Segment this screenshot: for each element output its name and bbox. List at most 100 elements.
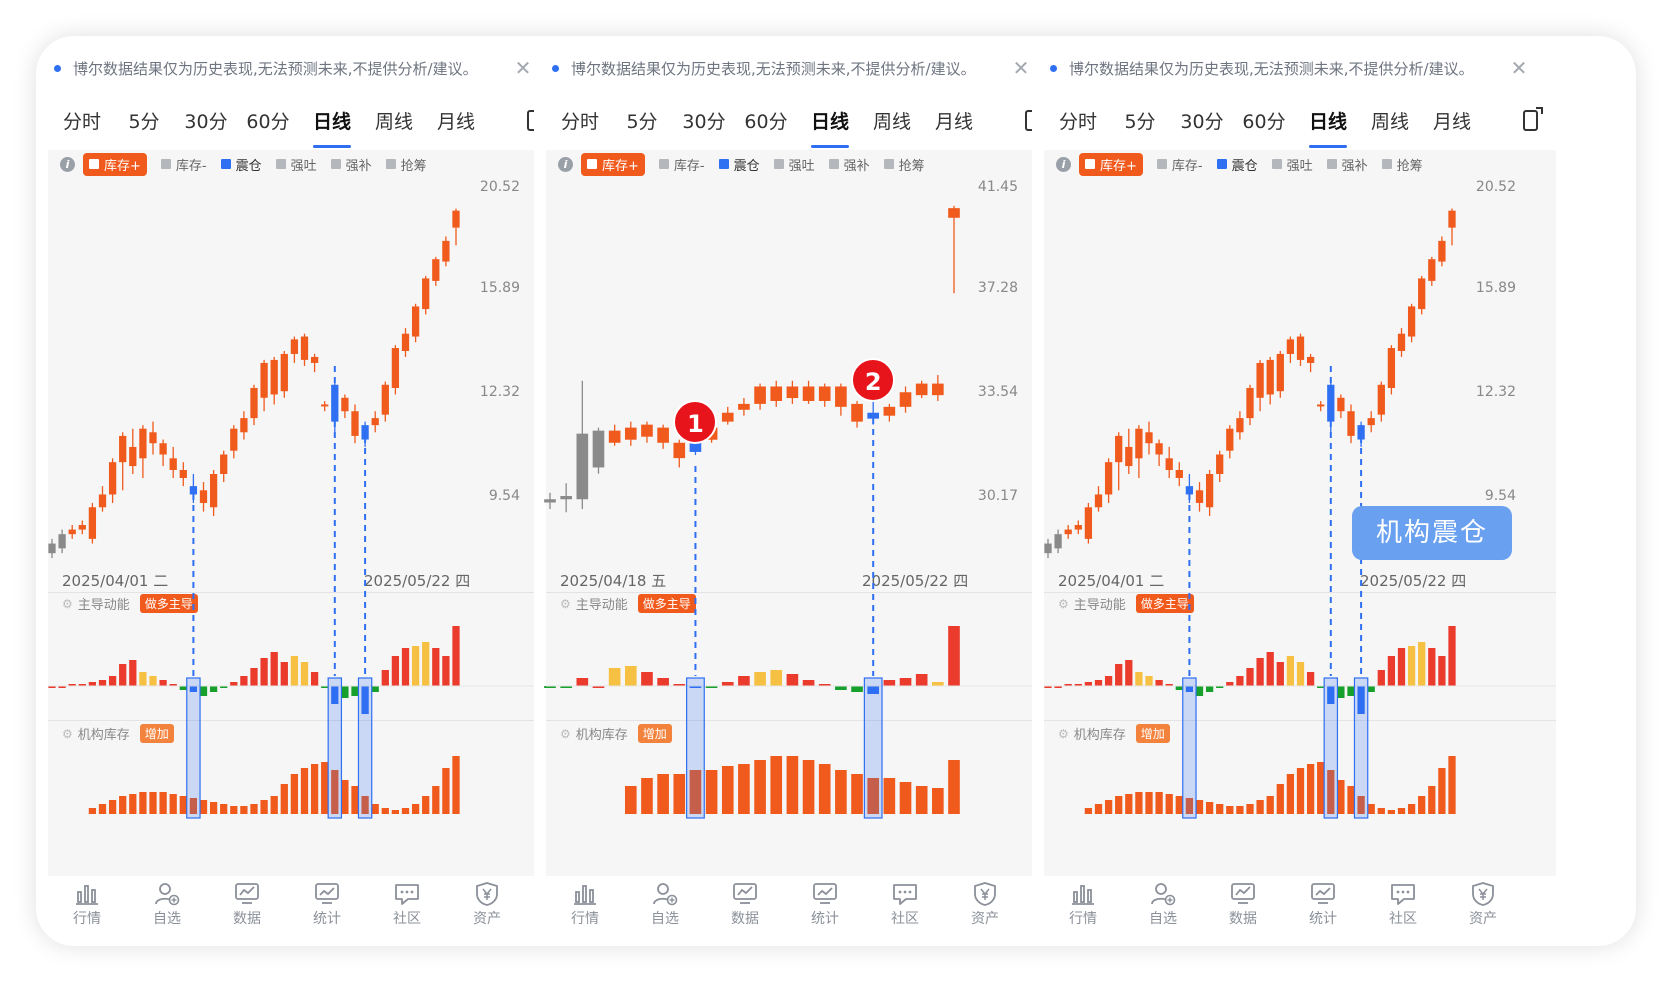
- legend-item[interactable]: 抢筹: [1381, 155, 1423, 174]
- legend-item[interactable]: 库存+: [581, 152, 645, 176]
- tab-4[interactable]: 日线: [312, 102, 352, 148]
- legend-item[interactable]: 抢筹: [385, 155, 427, 174]
- legend-item[interactable]: 库存+: [83, 152, 147, 176]
- nav-item[interactable]: 行情: [555, 882, 615, 928]
- chart-area[interactable]: [48, 150, 560, 876]
- legend-item[interactable]: 强吐: [773, 155, 815, 174]
- legend-item[interactable]: 强吐: [1271, 155, 1313, 174]
- legend-item[interactable]: 强补: [828, 155, 870, 174]
- nav-item[interactable]: 数据: [1213, 882, 1273, 928]
- notice-dot-icon: [54, 64, 61, 72]
- info-icon[interactable]: i: [558, 156, 573, 172]
- gear-icon[interactable]: ⚙: [1058, 596, 1069, 611]
- legend-swatch: [1156, 159, 1167, 169]
- gear-icon[interactable]: ⚙: [560, 726, 571, 741]
- nav-item[interactable]: 自选: [635, 882, 695, 928]
- tab-3[interactable]: 60分: [1242, 111, 1286, 133]
- momentum-label: ⚙ 主导动能 做多主导: [1058, 594, 1194, 613]
- chart-legend: i 库存+ 库存- 震仓 强吐 强补 抢筹: [1056, 150, 1437, 178]
- tab-1[interactable]: 5分: [626, 111, 658, 133]
- gear-icon[interactable]: ⚙: [62, 726, 73, 741]
- tab-1[interactable]: 5分: [128, 111, 160, 133]
- momentum-label-text: 主导动能: [77, 598, 130, 613]
- info-icon[interactable]: i: [60, 156, 75, 172]
- user-add-icon: [137, 882, 197, 906]
- nav-item[interactable]: 统计: [297, 882, 357, 928]
- close-icon[interactable]: ✕: [1012, 56, 1030, 80]
- monitor-chart-icon: [1213, 882, 1273, 906]
- nav-item[interactable]: 行情: [1053, 882, 1113, 928]
- gear-icon[interactable]: ⚙: [560, 596, 571, 611]
- nav-label: 社区: [891, 911, 919, 927]
- tab-0[interactable]: 分时: [560, 111, 600, 133]
- nav-item[interactable]: 社区: [1373, 882, 1433, 928]
- nav-item[interactable]: 社区: [875, 882, 935, 928]
- tab-5[interactable]: 周线: [872, 111, 912, 133]
- close-icon[interactable]: ✕: [514, 56, 532, 80]
- y-tick-label: 30.17: [977, 488, 1018, 504]
- nav-label: 自选: [1149, 911, 1177, 927]
- legend-item[interactable]: 库存-: [160, 155, 207, 174]
- legend-item[interactable]: 抢筹: [883, 155, 925, 174]
- user-add-icon: [1133, 882, 1193, 906]
- nav-item[interactable]: 资产: [457, 882, 517, 928]
- nav-label: 行情: [1069, 911, 1097, 927]
- legend-item[interactable]: 库存+: [1079, 152, 1143, 176]
- nav-item[interactable]: 资产: [955, 882, 1015, 928]
- rotate-screen-icon[interactable]: [1522, 106, 1544, 136]
- chat-icon: [1373, 882, 1433, 906]
- tab-0[interactable]: 分时: [1058, 111, 1098, 133]
- tab-3[interactable]: 60分: [246, 111, 290, 133]
- nav-item[interactable]: 资产: [1453, 882, 1513, 928]
- legend-item[interactable]: 强吐: [275, 155, 317, 174]
- nav-item[interactable]: 统计: [1293, 882, 1353, 928]
- yen-shield-icon: [457, 882, 517, 906]
- nav-item[interactable]: 统计: [795, 882, 855, 928]
- tab-6[interactable]: 月线: [436, 111, 476, 133]
- momentum-label-text: 主导动能: [575, 598, 628, 613]
- legend-label: 震仓: [1231, 158, 1258, 174]
- tab-5[interactable]: 周线: [1370, 111, 1410, 133]
- notice-dot-icon: [552, 64, 559, 72]
- tab-3[interactable]: 60分: [744, 111, 788, 133]
- tab-6[interactable]: 月线: [934, 111, 974, 133]
- tab-6[interactable]: 月线: [1432, 111, 1472, 133]
- legend-label: 震仓: [733, 158, 760, 174]
- nav-item[interactable]: 数据: [715, 882, 775, 928]
- gear-icon[interactable]: ⚙: [62, 596, 73, 611]
- tab-4[interactable]: 日线: [1308, 102, 1348, 148]
- legend-item[interactable]: 震仓: [1216, 155, 1258, 174]
- tab-1[interactable]: 5分: [1124, 111, 1156, 133]
- nav-item[interactable]: 自选: [137, 882, 197, 928]
- tab-2[interactable]: 30分: [184, 111, 228, 133]
- nav-item[interactable]: 数据: [217, 882, 277, 928]
- nav-item[interactable]: 社区: [377, 882, 437, 928]
- close-icon[interactable]: ✕: [1510, 56, 1528, 80]
- tab-5[interactable]: 周线: [374, 111, 414, 133]
- legend-item[interactable]: 库存-: [1156, 155, 1203, 174]
- legend-label: 强吐: [290, 158, 317, 174]
- tab-0[interactable]: 分时: [62, 111, 102, 133]
- y-tick-label: 20.52: [479, 179, 520, 195]
- legend-item[interactable]: 震仓: [220, 155, 262, 174]
- nav-item[interactable]: 自选: [1133, 882, 1193, 928]
- legend-label: 抢筹: [400, 158, 427, 174]
- tab-2[interactable]: 30分: [682, 111, 726, 133]
- date-left: 2025/04/18 五: [560, 572, 667, 590]
- chart-area[interactable]: [546, 150, 1058, 876]
- gear-icon[interactable]: ⚙: [1058, 726, 1069, 741]
- info-icon[interactable]: i: [1056, 156, 1071, 172]
- nav-label: 数据: [233, 911, 261, 927]
- chart-legend: i 库存+ 库存- 震仓 强吐 强补 抢筹: [558, 150, 939, 178]
- legend-item[interactable]: 强补: [1326, 155, 1368, 174]
- user-add-icon: [635, 882, 695, 906]
- tab-4[interactable]: 日线: [810, 102, 850, 148]
- inventory-label-text: 机构库存: [77, 728, 130, 743]
- legend-item[interactable]: 震仓: [718, 155, 760, 174]
- tab-2[interactable]: 30分: [1180, 111, 1224, 133]
- legend-item[interactable]: 强补: [330, 155, 372, 174]
- legend-item[interactable]: 库存-: [658, 155, 705, 174]
- nav-label: 行情: [571, 911, 599, 927]
- nav-item[interactable]: 行情: [57, 882, 117, 928]
- divider: [1044, 592, 1556, 593]
